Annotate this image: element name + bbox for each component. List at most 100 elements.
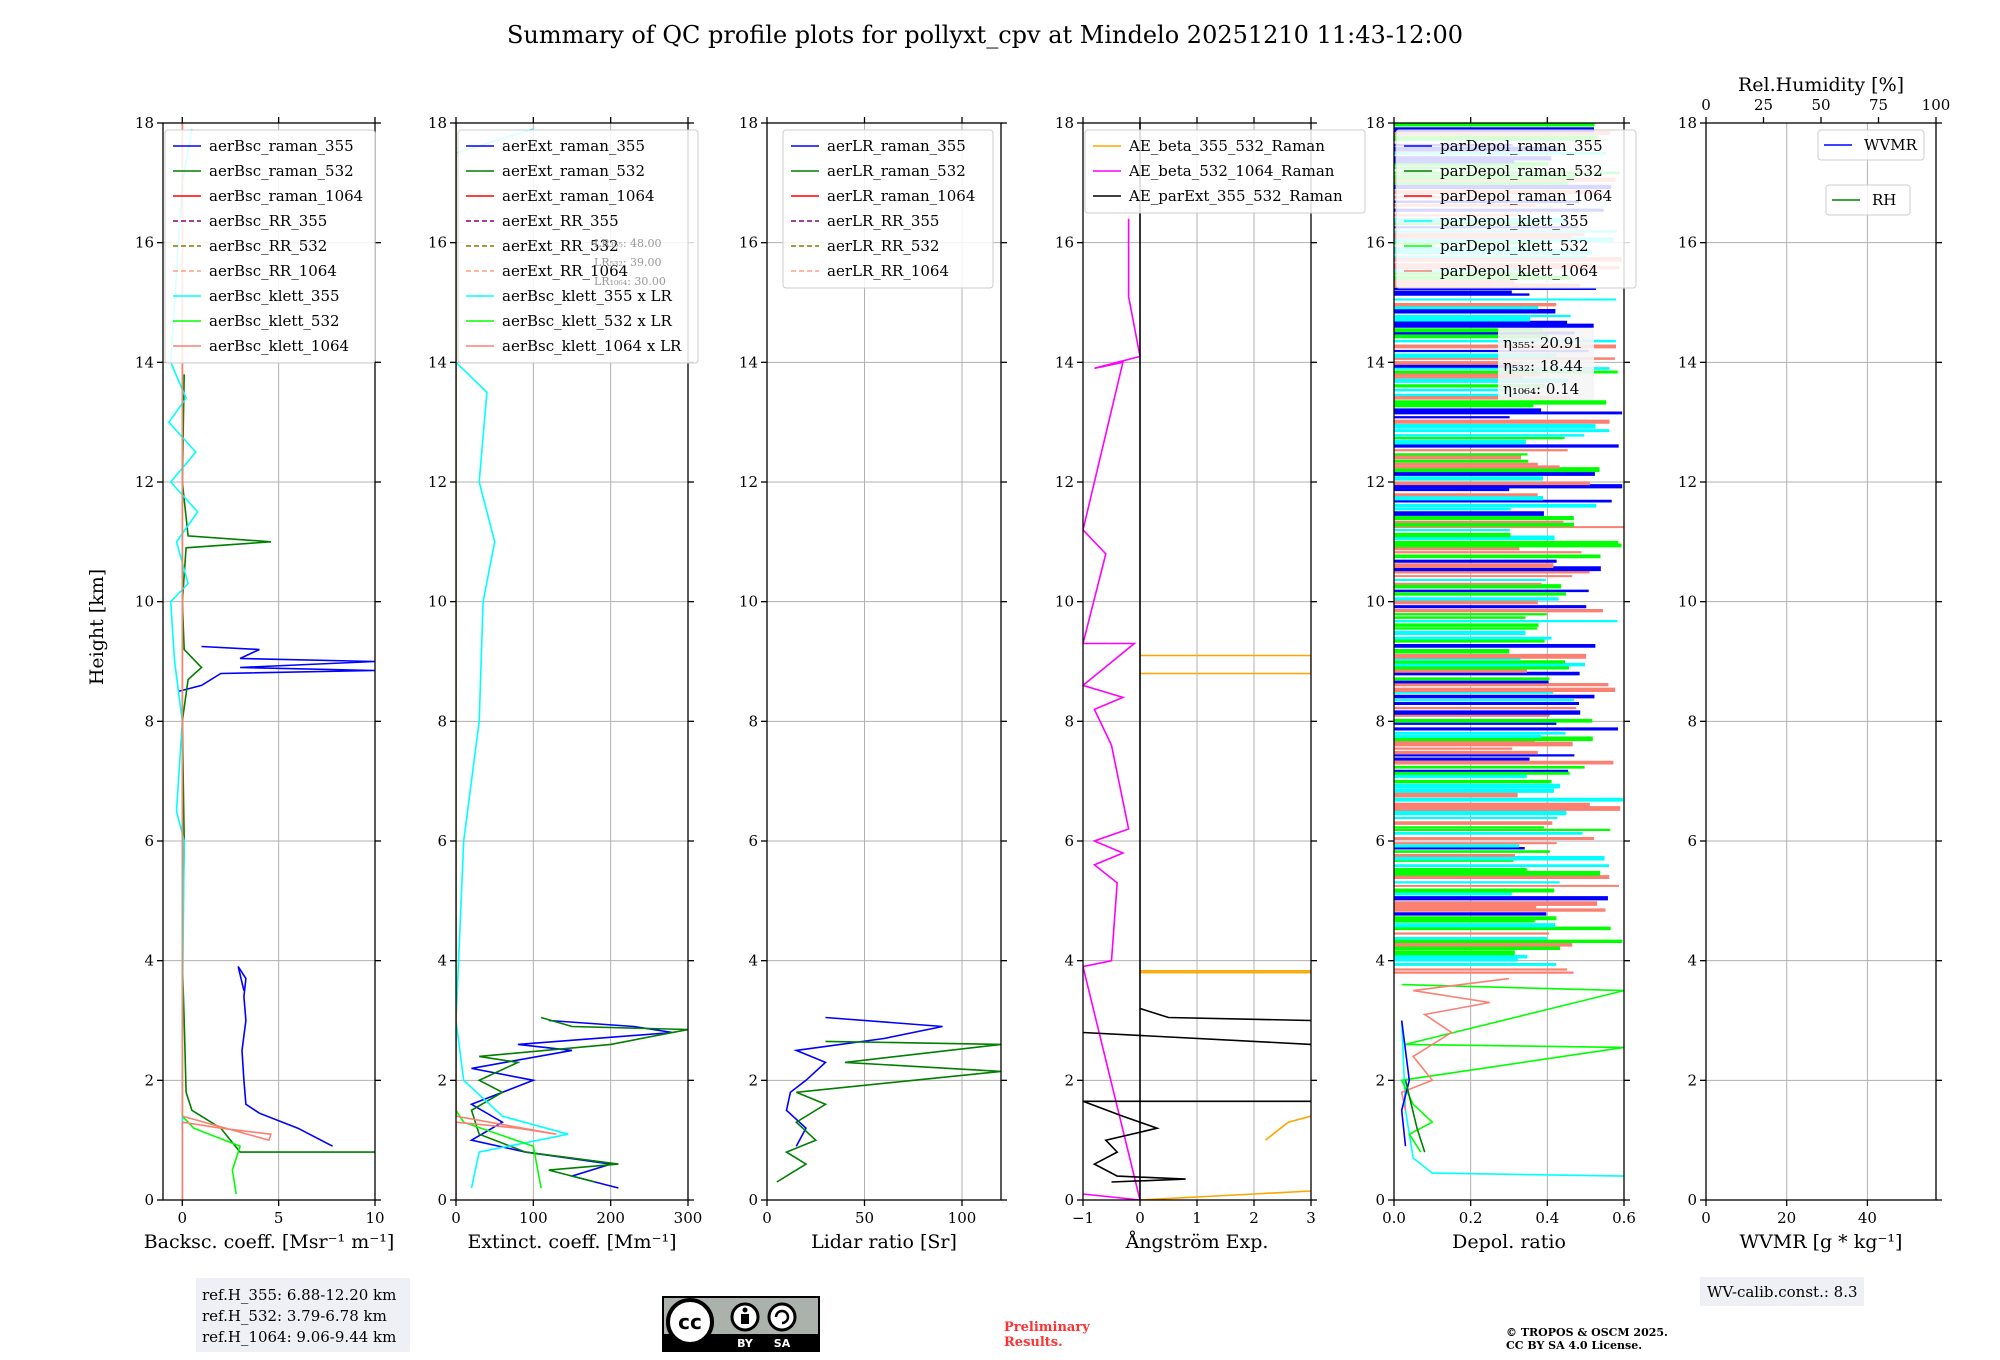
y-tick-label: 8 bbox=[748, 712, 758, 730]
eta-label: η₁₀₆₄: 0.14 bbox=[1503, 380, 1579, 398]
y-tick-label: 18 bbox=[135, 114, 154, 132]
sa-label: SA bbox=[774, 1337, 791, 1350]
series-line-pardepol-klett-355 bbox=[1400, 1020, 1624, 1177]
legend: parDepol_raman_355 parDepol_raman_532 parD… bbox=[1395, 129, 1637, 289]
y-tick-label: 14 bbox=[1055, 353, 1074, 371]
preliminary-line-2: Results. bbox=[1004, 1335, 1063, 1350]
x-tick-label: 0.6 bbox=[1612, 1209, 1636, 1227]
legend-item: parDepol_klett_1064 bbox=[1440, 262, 1598, 280]
series-line-pardepol-raman-355 bbox=[1400, 1020, 1411, 1147]
ref-heights-box: ref.H_355: 6.88-12.20 km ref.H_532: 3.79… bbox=[196, 1278, 410, 1352]
x-tick-label: 100 bbox=[519, 1209, 548, 1227]
y-tick-label: 6 bbox=[1375, 832, 1385, 850]
legend-item: parDepol_raman_532 bbox=[1440, 162, 1603, 180]
panel-bsc: 0 2 4 6 8 10 12 14 16 18 0 5 10 Backsc. coeff. [Msr⁻¹… bbox=[135, 114, 394, 1253]
series-line-aerbsc-raman-355 bbox=[237, 966, 333, 1147]
y-tick-label: 2 bbox=[748, 1071, 758, 1089]
legend-item: aerLR_raman_1064 bbox=[827, 187, 975, 205]
copyright-line-1: © TROPOS & OSCM 2025. bbox=[1506, 1326, 1668, 1339]
x-tick-label: 0 bbox=[1701, 1209, 1711, 1227]
x-tick-label: 0 bbox=[1135, 1209, 1145, 1227]
wv-calib-box: WV-calib.const.: 8.3 bbox=[1700, 1277, 1864, 1306]
axes-frame bbox=[1393, 122, 1625, 1201]
legend: aerExt_raman_355 aerExt_raman_532 aerExt_r… bbox=[457, 129, 699, 364]
x2-tick-label: 25 bbox=[1754, 96, 1773, 114]
legend-wvmr: WVMR bbox=[1817, 129, 1925, 161]
series-line-pardepol-raman-532 bbox=[1404, 1080, 1426, 1153]
copyright-line-2: CC BY SA 4.0 License. bbox=[1506, 1339, 1642, 1352]
series-line-ae-beta-532-1064-raman bbox=[1083, 218, 1141, 1200]
y-tick-label: 0 bbox=[1064, 1191, 1074, 1209]
x-tick-label: 0.4 bbox=[1535, 1209, 1559, 1227]
x-tick-label: 0 bbox=[177, 1209, 187, 1227]
cc-license-badge: cc BY SA bbox=[662, 1296, 820, 1352]
y-tick-label: 14 bbox=[739, 353, 758, 371]
y-tick-label: 16 bbox=[135, 234, 154, 252]
legend-item: aerLR_raman_355 bbox=[827, 137, 966, 155]
y-tick-label: 14 bbox=[135, 353, 154, 371]
y-tick-label: 0 bbox=[1375, 1191, 1385, 1209]
legend-item: aerExt_raman_355 bbox=[502, 137, 645, 155]
series-line-aerlr-raman-355 bbox=[785, 1016, 943, 1147]
series-line-aerbsc-klett-355-x-lr bbox=[456, 128, 569, 1189]
eta-box bbox=[1498, 328, 1594, 400]
legend-item: aerLR_RR_1064 bbox=[827, 262, 949, 280]
y-tick-label: 4 bbox=[1375, 952, 1385, 970]
sa-sharealike-icon bbox=[767, 1302, 797, 1332]
x-tick-label: 50 bbox=[855, 1209, 874, 1227]
series-line-ae-parext-355-532-raman-b- bbox=[1083, 1100, 1311, 1183]
x-tick-label: 0.0 bbox=[1382, 1209, 1406, 1227]
series-line-ae-beta-355-532-raman-d- bbox=[1140, 654, 1311, 675]
x2-tick-label: 50 bbox=[1811, 96, 1830, 114]
y-tick-label: 18 bbox=[739, 114, 758, 132]
legend-item: aerBsc_klett_1064 bbox=[209, 337, 349, 355]
y-tick-label: 10 bbox=[739, 593, 758, 611]
y-tick-label: 18 bbox=[1366, 114, 1385, 132]
x2-tick-label: 100 bbox=[1922, 96, 1951, 114]
y-tick-label: 16 bbox=[428, 234, 447, 252]
y-tick-label: 2 bbox=[1687, 1071, 1697, 1089]
lr-label: LR₃₅₅: 48.00 bbox=[594, 237, 662, 250]
series-group bbox=[167, 123, 375, 1200]
figure-title: Summary of QC profile plots for pollyxt_… bbox=[507, 21, 1463, 49]
y-tick-label: 12 bbox=[739, 473, 758, 491]
legend-item: aerBsc_klett_532 bbox=[209, 312, 340, 330]
legend: aerBsc_raman_355 aerBsc_raman_532 aerBsc_r… bbox=[164, 129, 376, 364]
y-tick-label: 6 bbox=[1687, 832, 1697, 850]
series-line-aerbsc-raman-532 bbox=[181, 374, 375, 1153]
legend-label: WVMR bbox=[1864, 136, 1918, 154]
y-tick-label: 8 bbox=[437, 712, 447, 730]
y-tick-label: 0 bbox=[1687, 1191, 1697, 1209]
legend: AE_beta_355_532_Raman AE_beta_532_1064_Ra… bbox=[1084, 129, 1366, 214]
y-tick-label: 8 bbox=[1687, 712, 1697, 730]
y-tick-label: 12 bbox=[428, 473, 447, 491]
x-tick-label: 3 bbox=[1306, 1209, 1316, 1227]
series-line-aerbsc-klett-355 bbox=[167, 128, 199, 1129]
x-tick-label: 40 bbox=[1858, 1209, 1877, 1227]
series-line-aerlr-raman-532 bbox=[776, 1040, 1001, 1183]
y-tick-label: 10 bbox=[135, 593, 154, 611]
y-tick-label: 14 bbox=[1678, 353, 1697, 371]
by-label: BY bbox=[737, 1337, 754, 1350]
legend-item: parDepol_klett_532 bbox=[1440, 237, 1589, 255]
y-tick-label: 10 bbox=[1055, 593, 1074, 611]
cc-logo-text: cc bbox=[678, 1310, 702, 1334]
panel-ext: 0 2 4 6 8 10 12 14 16 18 0 100 200 300 Extinct. coeff.… bbox=[428, 114, 702, 1253]
legend-item: aerBsc_klett_532 x LR bbox=[502, 312, 673, 330]
legend-item: aerBsc_klett_1064 x LR bbox=[502, 337, 682, 355]
y-tick-label: 8 bbox=[1375, 712, 1385, 730]
axes-frame bbox=[766, 122, 1002, 1201]
preliminary-line-1: Preliminary bbox=[1004, 1320, 1090, 1335]
y-tick-label: 14 bbox=[428, 353, 447, 371]
y-tick-label: 14 bbox=[1366, 353, 1385, 371]
eta-label: η₃₅₅: 20.91 bbox=[1503, 334, 1583, 352]
legend-item: aerBsc_RR_1064 bbox=[209, 262, 337, 280]
x-tick-label: 0 bbox=[762, 1209, 772, 1227]
legend-item: parDepol_raman_355 bbox=[1440, 137, 1603, 155]
series-line-pardepol-klett-532 bbox=[1400, 983, 1624, 1153]
x-tick-label: 5 bbox=[274, 1209, 284, 1227]
